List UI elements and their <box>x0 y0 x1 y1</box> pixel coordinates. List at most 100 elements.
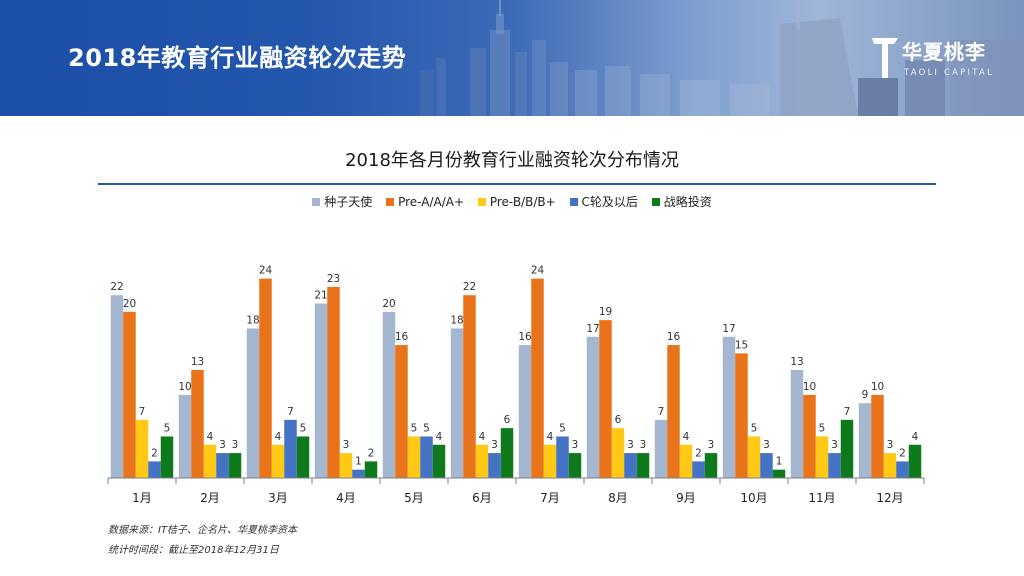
bar <box>297 436 310 478</box>
data-label: 20 <box>123 298 136 310</box>
bar <box>451 328 464 478</box>
bar <box>229 453 242 478</box>
data-label: 16 <box>667 331 681 343</box>
bar <box>773 470 786 478</box>
bar <box>556 436 569 478</box>
data-label: 19 <box>599 306 612 318</box>
data-label: 3 <box>640 439 647 451</box>
data-label: 24 <box>531 265 545 277</box>
data-label: 5 <box>411 422 418 434</box>
footnote-source: 数据来源：IT桔子、企名片、华夏桃李资本 <box>108 521 297 536</box>
bar <box>735 353 748 478</box>
data-label: 3 <box>232 439 239 451</box>
data-label: 3 <box>708 439 715 451</box>
bar <box>179 395 192 478</box>
data-label: 3 <box>572 439 579 451</box>
data-label: 7 <box>658 406 665 418</box>
data-label: 2 <box>151 447 158 459</box>
bar <box>519 345 532 478</box>
data-label: 5 <box>300 422 307 434</box>
bar <box>587 337 600 478</box>
bar <box>871 395 884 478</box>
bar <box>803 395 816 478</box>
footnote-period: 统计时间段：截止至2018年12月31日 <box>108 541 279 556</box>
x-tick-label: 7月 <box>540 491 560 505</box>
data-label: 7 <box>844 406 851 418</box>
bar <box>340 453 353 478</box>
data-label: 7 <box>287 406 294 418</box>
bar <box>599 320 612 478</box>
data-label: 21 <box>314 290 327 302</box>
bar <box>315 304 328 478</box>
bar <box>791 370 804 478</box>
data-label: 7 <box>139 406 146 418</box>
data-label: 4 <box>275 431 282 443</box>
bar <box>655 420 668 478</box>
bar <box>191 370 204 478</box>
data-label: 2 <box>899 447 906 459</box>
bar <box>216 453 229 478</box>
x-tick-label: 2月 <box>200 491 220 505</box>
bar <box>123 312 136 478</box>
data-label: 10 <box>871 381 884 393</box>
bar <box>544 445 557 478</box>
bar <box>624 453 637 478</box>
bar <box>420 436 433 478</box>
x-tick-label: 6月 <box>472 491 492 505</box>
data-label: 3 <box>491 439 498 451</box>
data-label: 20 <box>382 298 395 310</box>
bar <box>352 470 365 478</box>
bar <box>247 328 260 478</box>
bar <box>284 420 297 478</box>
data-label: 9 <box>862 389 869 401</box>
bar <box>531 279 544 478</box>
bar <box>272 445 285 478</box>
bar <box>327 287 340 478</box>
bar <box>667 345 680 478</box>
bar <box>859 403 872 478</box>
x-tick-label: 10月 <box>740 491 767 505</box>
bar <box>612 428 625 478</box>
data-label: 18 <box>246 314 259 326</box>
bar <box>161 436 174 478</box>
bar <box>463 295 476 478</box>
bar <box>136 420 149 478</box>
bar <box>259 279 272 478</box>
bar <box>828 453 841 478</box>
bar <box>148 461 161 478</box>
data-label: 3 <box>763 439 770 451</box>
bar <box>204 445 217 478</box>
bar <box>705 453 718 478</box>
data-label: 5 <box>751 422 758 434</box>
data-label: 1 <box>776 456 783 468</box>
data-label: 2 <box>368 447 375 459</box>
bar <box>692 461 705 478</box>
data-label: 17 <box>586 323 599 335</box>
bar <box>909 445 922 478</box>
data-label: 5 <box>559 422 566 434</box>
x-tick-label: 1月 <box>132 491 152 505</box>
data-label: 4 <box>207 431 214 443</box>
data-label: 1 <box>355 456 362 468</box>
data-label: 13 <box>790 356 803 368</box>
data-label: 4 <box>436 431 443 443</box>
bar <box>476 445 489 478</box>
bar <box>680 445 693 478</box>
bar <box>395 345 408 478</box>
x-tick-label: 5月 <box>404 491 424 505</box>
data-label: 15 <box>735 339 748 351</box>
bar <box>408 436 421 478</box>
bar <box>816 436 829 478</box>
x-tick-label: 11月 <box>808 491 835 505</box>
data-label: 3 <box>627 439 634 451</box>
bar <box>841 420 854 478</box>
data-label: 5 <box>164 422 171 434</box>
x-tick-label: 3月 <box>268 491 288 505</box>
bar <box>501 428 514 478</box>
data-label: 2 <box>695 447 702 459</box>
bar <box>365 461 378 478</box>
data-label: 4 <box>912 431 919 443</box>
data-label: 13 <box>191 356 204 368</box>
bar <box>383 312 396 478</box>
x-tick-label: 12月 <box>876 491 903 505</box>
